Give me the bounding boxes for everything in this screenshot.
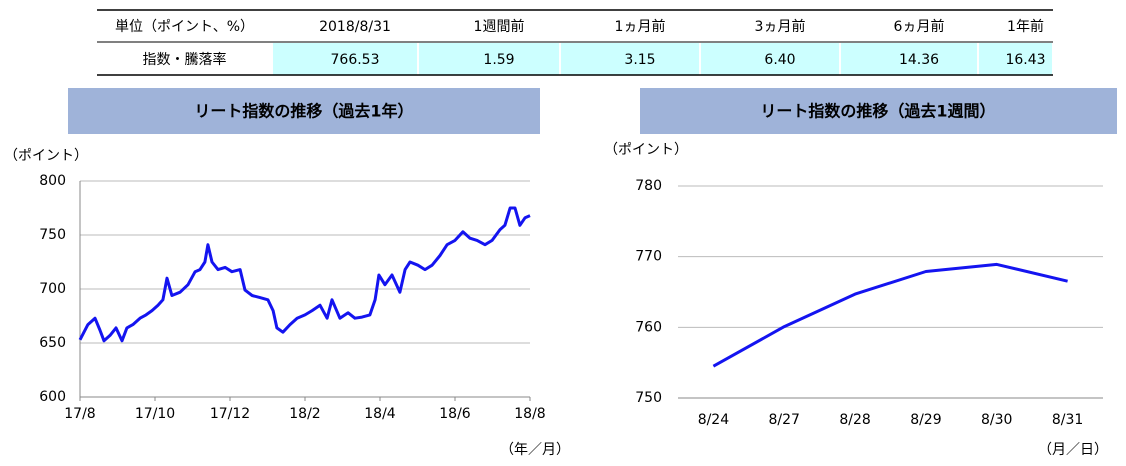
y-tick-label: 800 — [39, 173, 66, 189]
y-tick-label: 750 — [39, 227, 66, 243]
x-tick-label: 8/30 — [981, 412, 1012, 428]
table-header: 3ヵ月前 — [755, 18, 806, 35]
y-tick-label: 750 — [635, 390, 662, 406]
y-tick-label: 770 — [635, 249, 662, 265]
y-tick-label: 600 — [39, 389, 66, 405]
table-cell — [979, 43, 1052, 75]
chart-title: リート指数の推移（過去1年） — [194, 102, 413, 121]
table-cell-text: 14.36 — [899, 52, 939, 68]
x-axis-label: （月／日） — [1038, 442, 1108, 458]
y-tick-label: 650 — [39, 335, 66, 351]
chart-header — [640, 88, 1117, 134]
table-cell-text: 指数・騰落率 — [143, 51, 227, 68]
chart-header — [68, 88, 540, 134]
table-cell-text: 766.53 — [331, 52, 380, 68]
table-cell — [701, 43, 839, 75]
table-cell — [273, 43, 417, 75]
x-tick-label: 8/27 — [769, 412, 800, 428]
x-tick-label: 8/31 — [1052, 412, 1083, 428]
x-tick-label: 18/2 — [289, 406, 320, 422]
x-tick-label: 17/10 — [135, 406, 175, 422]
table-header: 1ヵ月前 — [615, 18, 666, 35]
y-tick-label: 780 — [635, 178, 662, 194]
x-tick-label: 17/12 — [210, 406, 250, 422]
table-cell — [419, 43, 559, 75]
y-tick-label: 700 — [39, 281, 66, 297]
x-axis-label: （年／月） — [500, 442, 570, 458]
x-tick-label: 8/24 — [698, 412, 730, 428]
y-axis-label: （ポイント） — [604, 142, 688, 158]
y-tick-label: 760 — [635, 319, 662, 335]
x-tick-label: 8/28 — [839, 412, 870, 428]
table-cell — [841, 43, 977, 75]
x-tick-label: 18/8 — [514, 406, 545, 422]
table-header: 単位（ポイント、%） — [115, 19, 254, 35]
table-cell-text: 1.59 — [483, 52, 514, 68]
x-tick-label: 17/8 — [64, 406, 95, 422]
table-header: 2018/8/31 — [319, 19, 391, 35]
x-tick-label: 18/4 — [364, 406, 396, 422]
x-tick-label: 18/6 — [439, 406, 471, 422]
table-header: 1年前 — [1007, 18, 1044, 35]
table-cell-text: 6.40 — [764, 52, 795, 68]
data-line — [712, 262, 1068, 368]
x-tick-label: 8/29 — [910, 412, 941, 428]
table-cell — [561, 43, 699, 75]
table-cell-text: 16.43 — [1005, 52, 1045, 68]
data-line — [78, 206, 531, 343]
table-header: 1週間前 — [474, 18, 525, 35]
y-axis-label: （ポイント） — [4, 148, 88, 164]
chart-title: リート指数の推移（過去1週間） — [760, 102, 995, 121]
table-cell-text: 3.15 — [624, 52, 655, 68]
table-header: 6ヵ月前 — [894, 18, 945, 35]
